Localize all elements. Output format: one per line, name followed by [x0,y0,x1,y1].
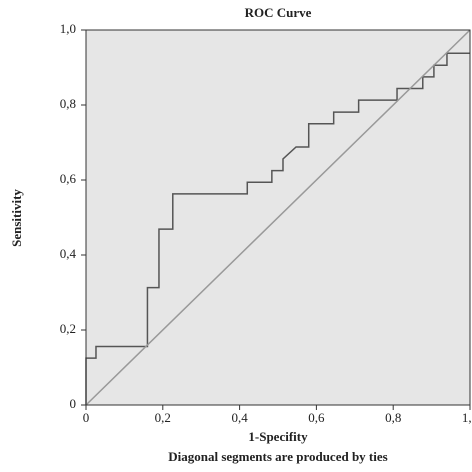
y-tick-label: 0,6 [60,171,77,186]
x-tick-label: 0,4 [231,410,248,425]
y-tick-label: 1,0 [60,21,76,36]
subtitle: Diagonal segments are produced by ties [168,449,387,464]
x-tick-label: 0,6 [308,410,325,425]
y-tick-label: 0,4 [60,246,77,261]
x-tick-label: 0,2 [155,410,171,425]
x-axis-label: 1-Specifity [248,429,308,444]
y-tick-label: 0,2 [60,321,76,336]
y-tick-label: 0,8 [60,96,76,111]
x-tick-label: 1,0 [462,410,472,425]
line [85,52,470,405]
x-tick-label: 0,8 [385,410,401,425]
plot-frame [85,29,471,406]
y-axis-label: Sensitivity [9,189,24,247]
x-tick-label: 0 [83,410,90,425]
chart-title: ROC Curve [245,5,312,20]
line [85,29,471,406]
y-tick-label: 0 [70,396,77,411]
